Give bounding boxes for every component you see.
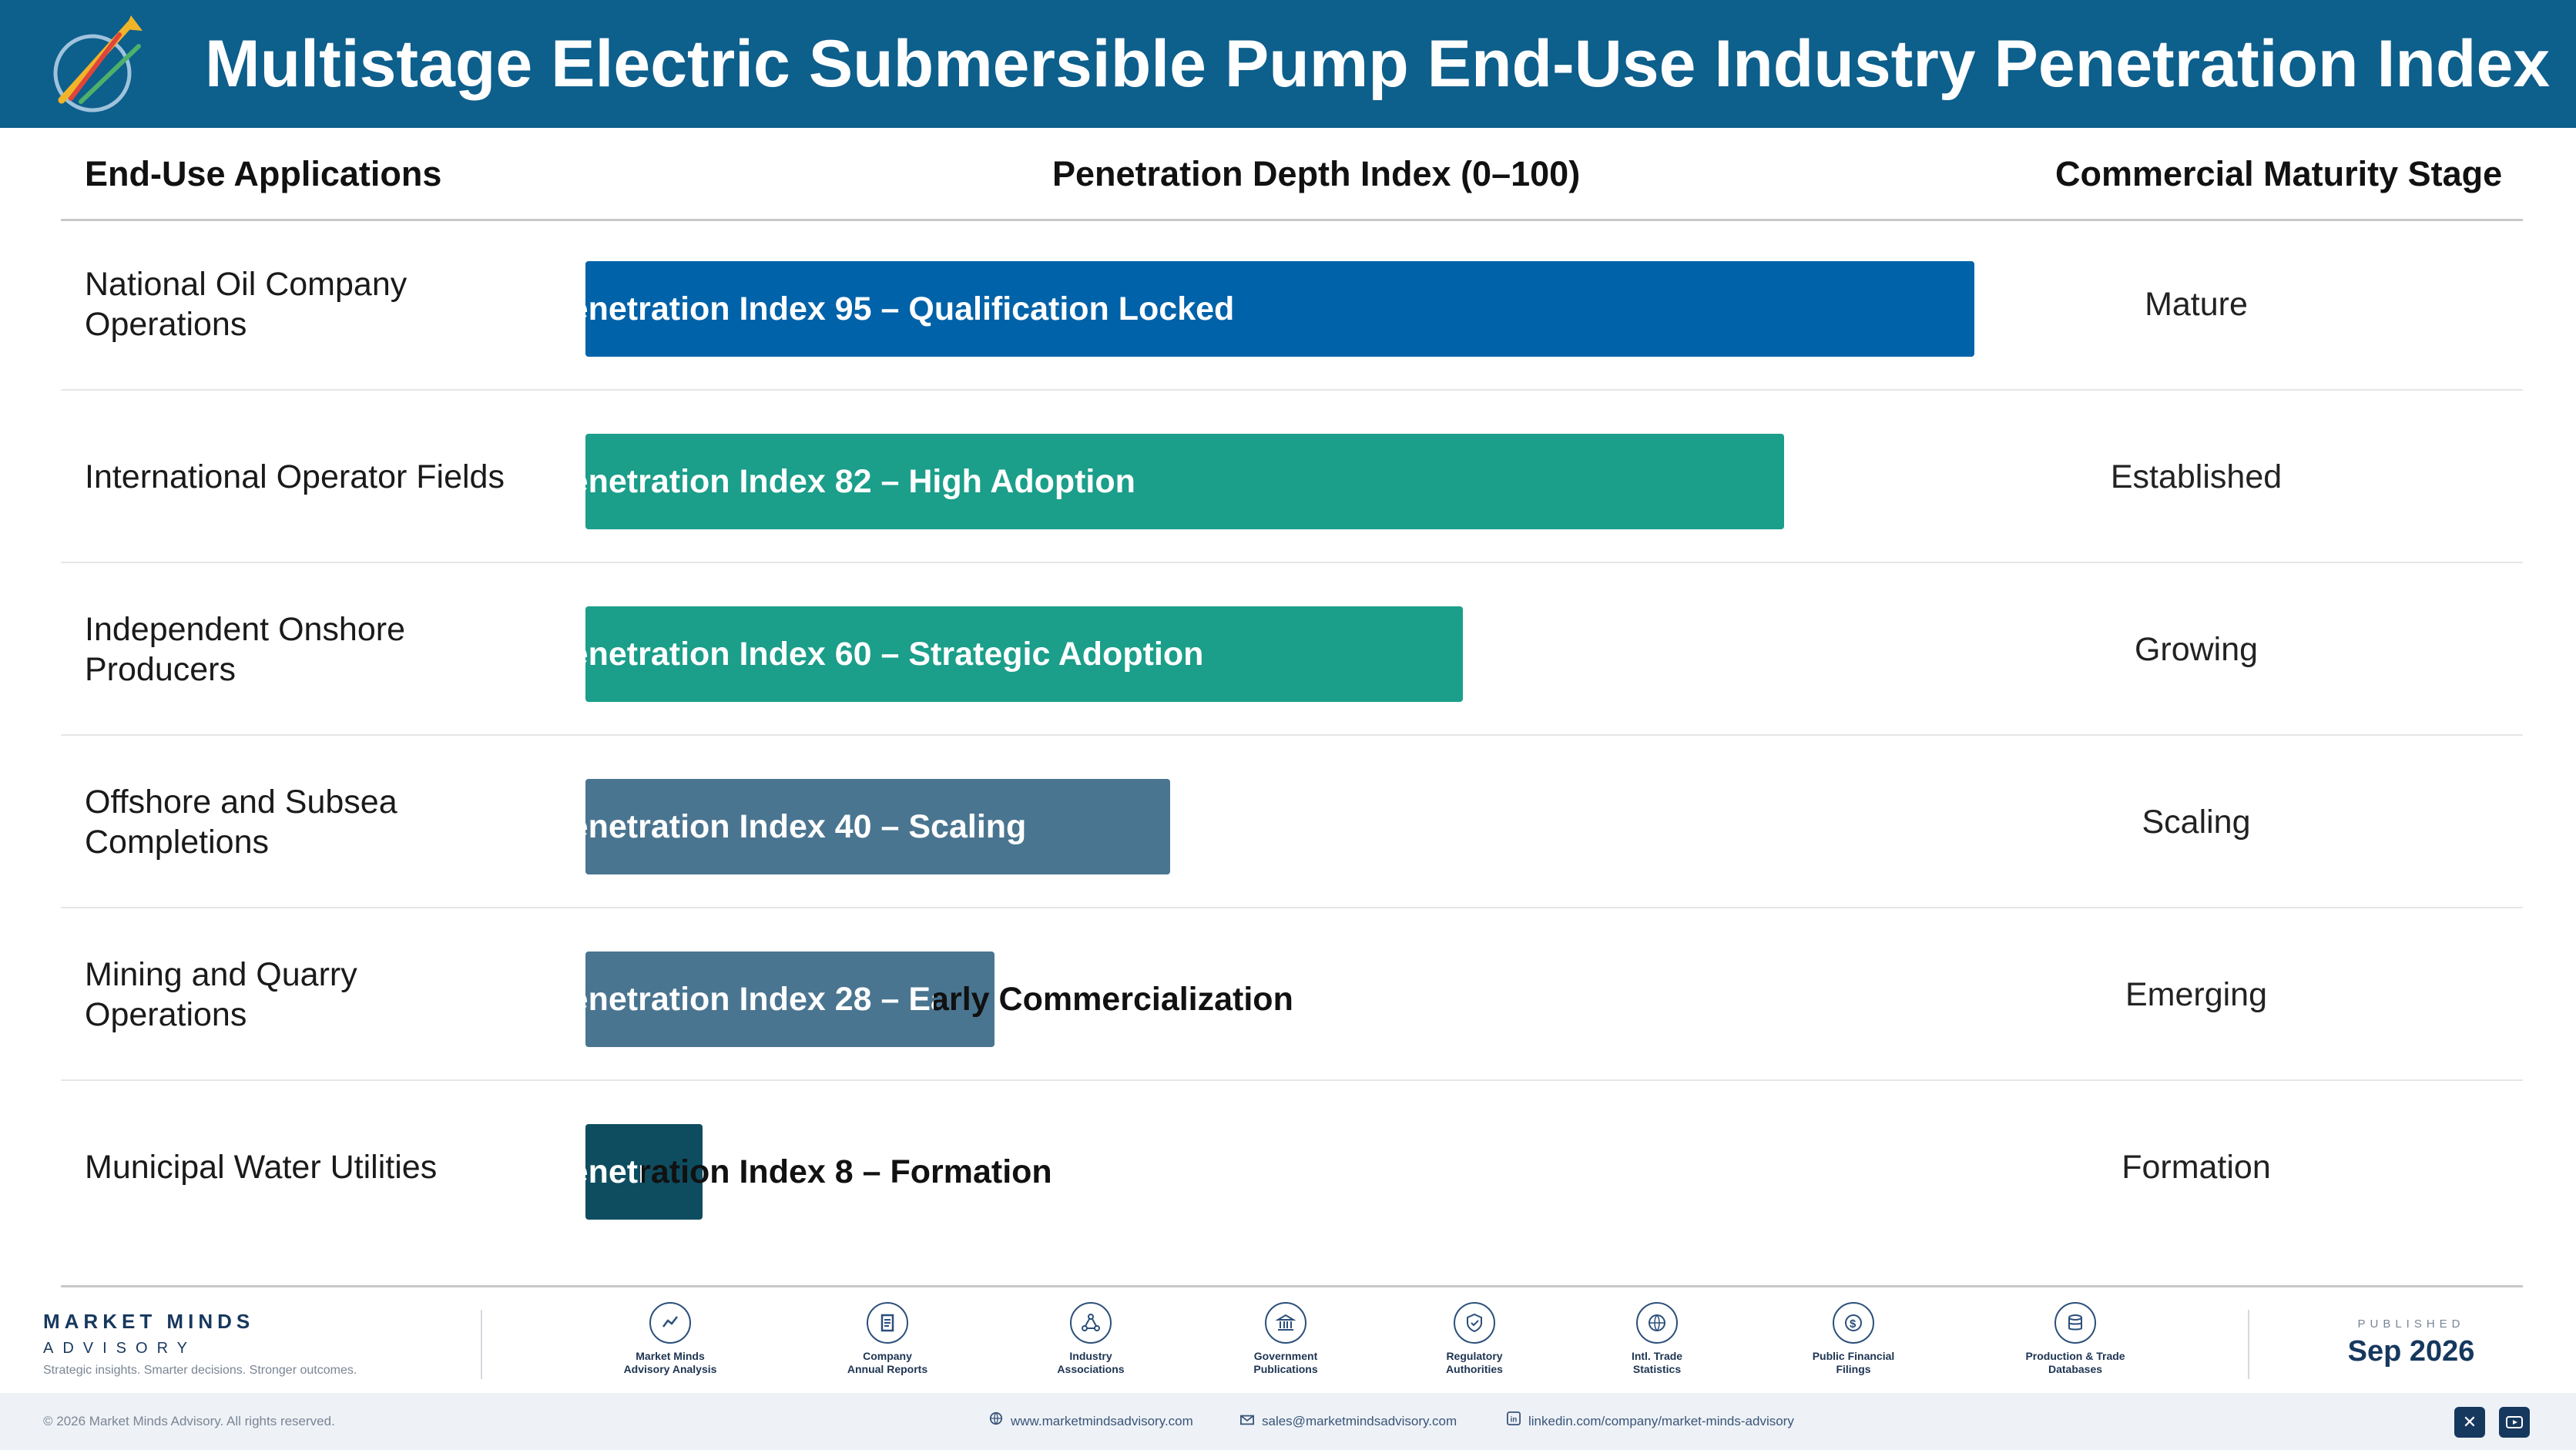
chart-row: Independent Onshore Producers Penetration… bbox=[61, 563, 2523, 736]
source-label: Advisory Analysis bbox=[623, 1363, 717, 1375]
source-label: Intl. Trade bbox=[1631, 1350, 1683, 1362]
email-link[interactable]: sales@marketmindsadvisory.com bbox=[1240, 1393, 1457, 1450]
source-label: Associations bbox=[1057, 1363, 1125, 1375]
svg-text:in: in bbox=[1511, 1416, 1518, 1425]
header-divider bbox=[61, 219, 2523, 221]
source-label: Databases bbox=[2048, 1363, 2103, 1375]
penetration-bar bbox=[585, 261, 1974, 357]
source-label: Industry bbox=[1069, 1350, 1112, 1362]
source-item: Regulatory Authorities bbox=[1401, 1302, 1548, 1376]
footer-contact-bar: © 2026 Market Minds Advisory. All rights… bbox=[0, 1393, 2576, 1450]
maturity-stage: Formation bbox=[2122, 1149, 2271, 1186]
source-label: Publications bbox=[1253, 1363, 1318, 1375]
source-label: Regulatory bbox=[1446, 1350, 1503, 1362]
penetration-bar bbox=[585, 1124, 703, 1220]
source-item: Government Publications bbox=[1213, 1302, 1359, 1376]
row-divider bbox=[61, 907, 2523, 908]
source-item: Market Minds Advisory Analysis bbox=[597, 1302, 743, 1376]
penetration-bar bbox=[585, 606, 1463, 702]
application-label: Mining and Quarry Operations bbox=[85, 956, 357, 1033]
shield-check-icon bbox=[1454, 1302, 1495, 1344]
penetration-bar bbox=[585, 952, 995, 1047]
source-label: Production & Trade bbox=[2025, 1350, 2125, 1362]
svg-text:$: $ bbox=[1850, 1317, 1857, 1331]
row-divider bbox=[61, 562, 2523, 563]
chart-row: Mining and Quarry OperationsPenetration … bbox=[61, 908, 2523, 1081]
maturity-stage: Emerging bbox=[2125, 976, 2268, 1013]
penetration-bar bbox=[585, 779, 1170, 874]
column-header-penetration: Penetration Depth Index (0–100) bbox=[1052, 154, 1581, 193]
published-block: PUBLISHED Sep 2026 bbox=[2334, 1317, 2488, 1368]
maturity-stage: Mature bbox=[2145, 286, 2248, 323]
header-banner: Multistage Electric Submersible Pump End… bbox=[0, 0, 2576, 128]
chart-row: Municipal Water Utilities Penetration Ind… bbox=[61, 1081, 2523, 1254]
website-link[interactable]: www.marketmindsadvisory.com bbox=[989, 1393, 1193, 1450]
brand-tagline: Strategic insights. Smarter decisions. S… bbox=[43, 1364, 357, 1377]
penetration-bar bbox=[585, 434, 1784, 529]
chart-row: National Oil Company Operations Penetrati… bbox=[61, 218, 2523, 391]
chart-row: Offshore and Subsea Completions Penetrati… bbox=[61, 736, 2523, 908]
source-label: Government bbox=[1253, 1350, 1318, 1362]
application-label: Independent Onshore Producers bbox=[85, 611, 405, 688]
maturity-stage: Growing bbox=[2134, 631, 2259, 668]
footer-brand: MARKET MINDS ADVISORY Strategic insights… bbox=[43, 1310, 357, 1378]
footer-divider bbox=[2248, 1310, 2249, 1379]
database-icon bbox=[2054, 1302, 2096, 1344]
dollar-circle-icon: $ bbox=[1833, 1302, 1874, 1344]
application-label: Municipal Water Utilities bbox=[85, 1149, 438, 1186]
footer: MARKET MINDS ADVISORY Strategic insights… bbox=[0, 1294, 2576, 1450]
published-caption: PUBLISHED bbox=[2357, 1317, 2465, 1331]
source-label: Market Minds bbox=[636, 1350, 705, 1362]
source-label: Public Financial bbox=[1812, 1350, 1895, 1362]
maturity-stage: Scaling bbox=[2142, 804, 2251, 841]
source-item: Company Annual Reports bbox=[814, 1302, 961, 1376]
column-header-stage: Commercial Maturity Stage bbox=[2055, 154, 2503, 193]
source-item: Industry Associations bbox=[1018, 1302, 1164, 1376]
application-label: International Operator Fields bbox=[85, 458, 505, 495]
column-header-applications: End-Use Applications bbox=[85, 154, 442, 193]
copyright-text: © 2026 Market Minds Advisory. All rights… bbox=[43, 1414, 335, 1428]
source-item: $ Public Financial Filings bbox=[1780, 1302, 1927, 1376]
brand-name: MARKET MINDS bbox=[43, 1310, 255, 1333]
row-divider bbox=[61, 389, 2523, 391]
mail-icon bbox=[1240, 1393, 1254, 1450]
application-label: National Oil Company Operations bbox=[85, 266, 408, 343]
source-item: Production & Trade Databases bbox=[2002, 1302, 2148, 1376]
row-divider bbox=[61, 1079, 2523, 1081]
website-text: www.marketmindsadvisory.com bbox=[1011, 1414, 1193, 1428]
linkedin-link[interactable]: in linkedin.com/company/market-minds-adv… bbox=[1507, 1393, 1794, 1450]
linkedin-text: linkedin.com/company/market-minds-adviso… bbox=[1528, 1414, 1794, 1428]
row-divider bbox=[61, 734, 2523, 736]
government-building-icon bbox=[1265, 1302, 1306, 1344]
source-label: Filings bbox=[1836, 1363, 1871, 1375]
document-icon bbox=[867, 1302, 908, 1344]
network-icon bbox=[1070, 1302, 1112, 1344]
page-title: Multistage Electric Submersible Pump End… bbox=[205, 27, 2551, 101]
published-date: Sep 2026 bbox=[2347, 1335, 2475, 1368]
chart-row: International Operator Fields Penetration… bbox=[61, 391, 2523, 563]
source-item: Intl. Trade Statistics bbox=[1584, 1302, 1730, 1376]
footer-divider bbox=[481, 1310, 482, 1379]
linkedin-icon: in bbox=[1507, 1393, 1521, 1450]
brand-subtitle: ADVISORY bbox=[43, 1340, 196, 1357]
logo-icon bbox=[53, 15, 143, 112]
x-icon[interactable]: ✕ bbox=[2454, 1407, 2485, 1438]
source-label: Annual Reports bbox=[847, 1363, 928, 1375]
source-label: Company bbox=[863, 1350, 912, 1362]
application-label: Offshore and Subsea Completions bbox=[85, 784, 397, 861]
chart-line-icon bbox=[649, 1302, 691, 1344]
email-text: sales@marketmindsadvisory.com bbox=[1262, 1414, 1457, 1428]
youtube-icon[interactable] bbox=[2499, 1407, 2530, 1438]
source-label: Statistics bbox=[1632, 1363, 1682, 1375]
globe-icon bbox=[1636, 1302, 1678, 1344]
source-label: Authorities bbox=[1446, 1363, 1503, 1375]
maturity-stage: Established bbox=[2110, 458, 2283, 495]
chart-bottom-divider bbox=[61, 1285, 2523, 1287]
globe-icon bbox=[989, 1393, 1003, 1450]
